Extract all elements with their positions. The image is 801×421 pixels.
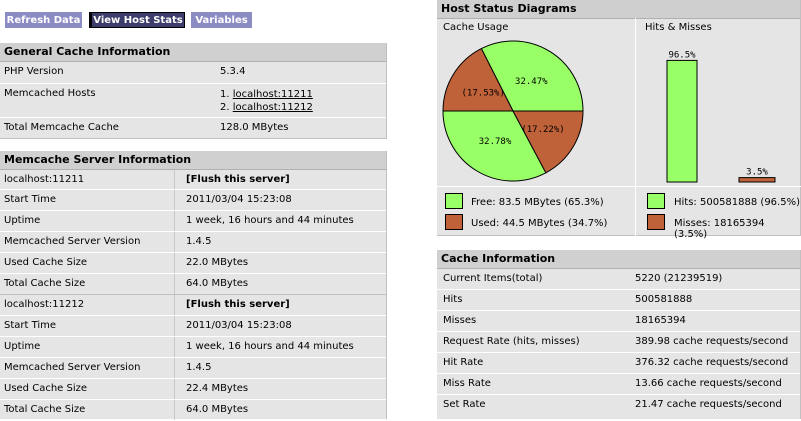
server-header-row: localhost:11212 [Flush this server] — [0, 295, 386, 316]
host-link-11212[interactable]: localhost:11212 — [232, 102, 313, 113]
host-status-title: Host Status Diagrams — [437, 0, 800, 19]
total-cache-row: Total Cache Size 64.0 MBytes — [0, 400, 386, 421]
free-legend-text: Free: 83.5 MBytes (65.3%) — [471, 197, 604, 208]
total-memcache-row: Total Memcache Cache 128.0 MBytes — [0, 118, 386, 139]
misses-legend-text: Misses: 18165394 (3.5%) — [674, 218, 765, 240]
refresh-data-button[interactable]: Refresh Data — [5, 12, 82, 28]
memcached-hosts-label: Memcached Hosts — [4, 88, 96, 99]
hits-misses-bar-chart: 96.5% 3.5% — [666, 50, 776, 183]
uptime-value: 1 week, 16 hours and 44 minutes — [186, 341, 354, 352]
cache-info-title: Cache Information — [437, 250, 800, 269]
cache-info-row: Hits 500581888 — [437, 290, 800, 311]
cache-info-row: Current Items(total) 5220 (21239519) — [437, 269, 800, 290]
cache-info-row: Miss Rate 13.66 cache requests/second — [437, 374, 800, 395]
used-legend-text: Used: 44.5 MBytes (34.7%) — [471, 218, 608, 229]
pie-slice-1 — [442, 47, 514, 112]
start-time-value: 2011/03/04 15:23:08 — [186, 320, 292, 331]
view-host-stats-button[interactable]: View Host Stats — [89, 12, 185, 28]
general-cache-panel: General Cache Information PHP Version 5.… — [0, 43, 387, 139]
cache-info-row: Set Rate 21.47 cache requests/second — [443, 399, 782, 410]
memcached-hosts-row: Memcached Hosts 1. localhost:11211 2. lo… — [0, 84, 386, 118]
pie-slice-0 — [480, 40, 584, 112]
server-header-row: localhost:11211 [Flush this server] — [0, 170, 386, 190]
total-cache-value: 64.0 MBytes — [186, 278, 249, 289]
variables-button[interactable]: Variables — [191, 12, 252, 28]
pie-slice-label-1: (17.53%) — [462, 89, 505, 99]
pie-slice-3 — [512, 110, 584, 174]
bar-label-misses: 3.5% — [746, 168, 768, 178]
version-row: Memcached Server Version 1.4.5 — [0, 358, 386, 379]
used-cache-row: Used Cache Size 22.0 MBytes — [0, 253, 386, 274]
pie-slice-label-3: (17.22%) — [521, 125, 564, 135]
start-time-row: Start Time 2011/03/04 15:23:08 — [0, 190, 386, 211]
hits-misses-label: Hits & Misses — [645, 22, 712, 33]
used-cache-row: Used Cache Size 22.4 MBytes — [0, 379, 386, 400]
uptime-row: Uptime 1 week, 16 hours and 44 minutes — [0, 211, 386, 232]
misses-legend-swatch — [647, 214, 665, 230]
cache-info-row: Hit Rate 376.32 cache requests/second — [437, 353, 800, 374]
host-status-panel: Host Status Diagrams Cache Usage Hits & … — [437, 0, 801, 240]
host-link-11211[interactable]: localhost:11211 — [232, 89, 313, 100]
cache-info-row: Misses 18165394 — [437, 311, 800, 332]
total-memcache-label: Total Memcache Cache — [4, 122, 119, 133]
hits-legend-swatch — [647, 193, 665, 209]
server-info-title: Memcache Server Information — [0, 151, 386, 170]
total-cache-value: 64.0 MBytes — [186, 404, 249, 415]
hits-legend-text: Hits: 500581888 (96.5%) — [674, 197, 800, 208]
uptime-value: 1 week, 16 hours and 44 minutes — [186, 215, 354, 226]
start-time-row: Start Time 2011/03/04 15:23:08 — [0, 316, 386, 337]
used-legend-swatch — [445, 214, 463, 230]
cache-usage-label: Cache Usage — [443, 22, 509, 33]
flush-server-button[interactable]: [Flush this server] — [186, 174, 290, 185]
server-info-panel: Memcache Server Information localhost:11… — [0, 151, 387, 421]
version-value: 1.4.5 — [186, 236, 212, 247]
pie-slice-2 — [442, 110, 547, 182]
php-version-row: PHP Version 5.3.4 — [0, 62, 386, 84]
free-legend-swatch — [445, 193, 463, 209]
cache-info-panel: Cache Information Current Items(total) 5… — [437, 250, 801, 419]
server-name: localhost:11212 — [4, 299, 85, 310]
pie-slice-label-2: 32.78% — [479, 137, 512, 147]
version-value: 1.4.5 — [186, 362, 212, 373]
start-time-value: 2011/03/04 15:23:08 — [186, 194, 292, 205]
cache-usage-pie-chart: 32.47% (17.53%) 32.78% (17.22%) — [442, 40, 584, 182]
version-row: Memcached Server Version 1.4.5 — [0, 232, 386, 253]
php-version-label: PHP Version — [4, 66, 64, 77]
php-version-value: 5.3.4 — [220, 66, 246, 77]
cache-info-row: Request Rate (hits, misses) 389.98 cache… — [437, 332, 800, 353]
bar-hits — [666, 59, 698, 183]
server-name: localhost:11211 — [4, 174, 85, 185]
general-cache-title: General Cache Information — [0, 43, 386, 62]
total-memcache-value: 128.0 MBytes — [220, 122, 289, 133]
flush-server-button[interactable]: [Flush this server] — [186, 299, 290, 310]
used-cache-value: 22.4 MBytes — [186, 383, 249, 394]
total-cache-row: Total Cache Size 64.0 MBytes — [0, 274, 386, 295]
uptime-row: Uptime 1 week, 16 hours and 44 minutes — [0, 337, 386, 358]
pie-slice-label-0: 32.47% — [515, 77, 548, 87]
used-cache-value: 22.0 MBytes — [186, 257, 249, 268]
bar-misses — [738, 177, 776, 183]
memcached-hosts-list: 1. localhost:11211 2. localhost:11212 — [220, 89, 313, 113]
bar-label-hits: 96.5% — [668, 50, 696, 60]
